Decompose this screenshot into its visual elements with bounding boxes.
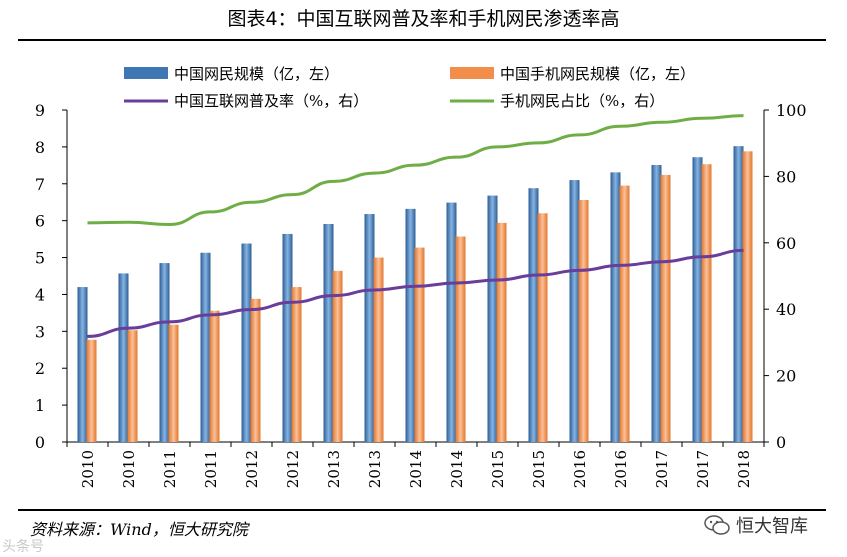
bar-mobile-users	[578, 200, 589, 442]
bar-internet-users	[446, 202, 457, 442]
bar-mobile-users	[742, 151, 753, 442]
x-tick-label: 2017	[653, 450, 671, 488]
x-tick-label: 2012	[284, 450, 302, 488]
watermark: 头条号	[2, 539, 44, 555]
axes: 0 1 2 3 4 5 6 7 8 9 0 20 40 60 80 100 2010 2010 2011 2011 20…	[35, 101, 807, 488]
bar-internet-users	[118, 273, 129, 442]
brand: 恒大智库	[704, 512, 808, 538]
bar-mobile-users	[332, 270, 343, 442]
bar-internet-users	[323, 223, 334, 442]
right-tick-label: 20	[776, 367, 796, 386]
right-tick-label: 40	[776, 300, 796, 319]
bar-mobile-users	[496, 222, 507, 442]
right-tick-label: 60	[776, 234, 796, 253]
bar-internet-users	[364, 214, 375, 442]
bar-internet-users	[200, 252, 211, 442]
x-tick-label: 2011	[202, 450, 220, 488]
legend-swatch-internet-users	[124, 67, 168, 79]
x-tick-label: 2016	[612, 450, 630, 488]
x-tick-label: 2013	[325, 450, 343, 488]
bar-internet-users	[610, 172, 621, 442]
bar-mobile-users	[168, 324, 179, 442]
right-tick-label: 0	[776, 433, 786, 452]
left-tick-label: 0	[35, 433, 45, 452]
bar-mobile-users	[619, 185, 630, 442]
bar-mobile-users	[455, 236, 466, 442]
bar-mobile-users	[127, 330, 138, 442]
left-tick-label: 5	[35, 249, 45, 268]
legend-label-penetration: 中国互联网普及率（%，右）	[174, 92, 368, 110]
left-tick-label: 2	[35, 359, 45, 378]
x-tick-label: 2011	[161, 450, 179, 488]
x-tick-label: 2017	[694, 450, 712, 488]
legend-swatch-mobile-users	[450, 67, 494, 79]
source-note: 资料来源：Wind，恒大研究院	[30, 520, 248, 539]
x-tick-label: 2014	[448, 450, 466, 488]
brand-name: 恒大智库	[736, 516, 808, 537]
bar-internet-users	[569, 180, 580, 443]
bar-mobile-users	[209, 310, 220, 442]
bars	[77, 146, 753, 443]
legend-label-internet-users: 中国网民规模（亿，左）	[174, 65, 339, 83]
bar-mobile-users	[86, 339, 97, 442]
legend-label-mobile-users: 中国手机网民规模（亿，左）	[500, 65, 695, 83]
right-tick-label: 80	[776, 167, 796, 186]
bar-internet-users	[692, 157, 703, 442]
lines	[87, 114, 744, 338]
x-tick-label: 2012	[243, 450, 261, 488]
x-tick-label: 2013	[366, 450, 384, 488]
bar-internet-users	[282, 233, 293, 442]
bar-internet-users	[487, 195, 498, 442]
bar-internet-users	[651, 164, 662, 442]
legend: 中国网民规模（亿，左） 中国手机网民规模（亿，左） 中国互联网普及率（%，右） …	[124, 65, 695, 110]
left-tick-label: 4	[35, 285, 45, 304]
bar-mobile-users	[537, 213, 548, 442]
x-tick-label: 2015	[530, 450, 548, 488]
left-tick-label: 7	[35, 175, 45, 194]
x-tick-label: 2014	[407, 450, 425, 488]
chart-svg: 中国网民规模（亿，左） 中国手机网民规模（亿，左） 中国互联网普及率（%，右） …	[35, 65, 807, 488]
left-tick-label: 9	[35, 101, 45, 120]
x-tick-label: 2015	[489, 450, 507, 488]
bar-internet-users	[405, 208, 416, 442]
wechat-icon	[704, 515, 730, 535]
x-tick-label: 2010	[79, 450, 97, 488]
x-tick-label: 2010	[120, 450, 138, 488]
right-tick-label: 100	[776, 101, 807, 120]
bar-internet-users	[159, 263, 170, 442]
x-tick-label: 2016	[571, 450, 589, 488]
bar-mobile-users	[660, 174, 671, 442]
line-mobile-share	[87, 114, 744, 227]
bar-internet-users	[77, 287, 88, 442]
left-tick-label: 3	[35, 322, 45, 341]
chart-title: 图表4：中国互联网普及率和手机网民渗透率高	[227, 8, 620, 30]
bar-mobile-users	[701, 164, 712, 442]
bottom-rule	[18, 509, 826, 511]
x-tick-label: 2018	[735, 450, 753, 488]
left-tick-label: 6	[35, 212, 45, 231]
legend-label-mobile-share: 手机网民占比（%，右）	[500, 92, 664, 110]
bar-mobile-users	[250, 298, 261, 442]
bar-mobile-users	[291, 287, 302, 442]
bar-mobile-users	[373, 257, 384, 442]
bar-internet-users	[733, 146, 744, 442]
top-rule	[18, 39, 826, 41]
bar-internet-users	[528, 188, 539, 442]
left-tick-label: 1	[35, 396, 45, 415]
left-tick-label: 8	[35, 138, 45, 157]
bar-mobile-users	[414, 247, 425, 442]
bar-internet-users	[241, 243, 252, 442]
